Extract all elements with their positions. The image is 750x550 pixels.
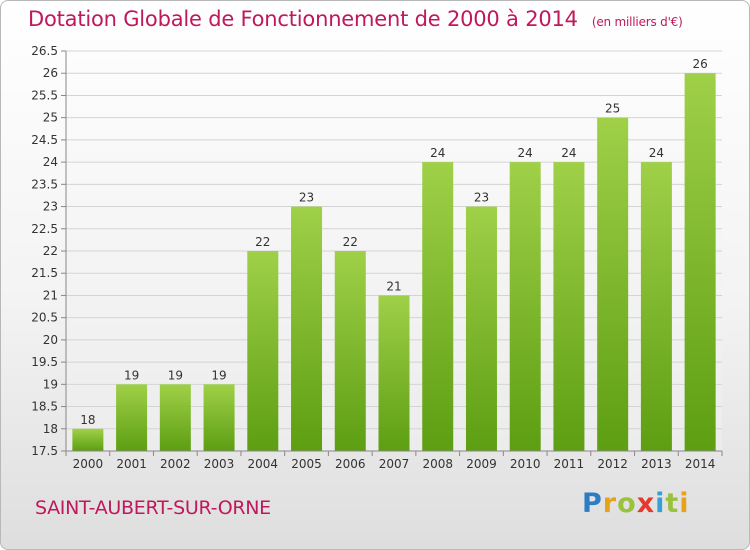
bar [291, 206, 323, 451]
proxiti-logo[interactable]: Proxiti [582, 488, 690, 519]
x-tick-label: 2008 [422, 457, 453, 471]
town-name: SAINT-AUBERT-SUR-ORNE [35, 497, 271, 519]
bar [159, 384, 191, 451]
x-tick-label: 2005 [291, 457, 322, 471]
y-tick-label: 24 [43, 155, 58, 169]
y-tick-label: 25 [43, 111, 58, 125]
data-label: 19 [211, 368, 226, 382]
bar [203, 384, 235, 451]
bar [116, 384, 148, 451]
y-tick-label: 26 [43, 66, 58, 80]
data-label: 19 [124, 368, 139, 382]
bar [553, 162, 585, 451]
bar [334, 251, 366, 451]
data-label: 21 [386, 279, 401, 293]
y-tick-label: 18 [43, 422, 58, 436]
y-tick-label: 25.5 [31, 88, 58, 102]
x-tick-label: 2000 [73, 457, 104, 471]
bar [465, 206, 497, 451]
x-tick-label: 2001 [116, 457, 147, 471]
x-tick-label: 2006 [335, 457, 366, 471]
data-label: 24 [518, 146, 533, 160]
y-tick-label: 20.5 [31, 311, 58, 325]
y-tick-label: 21 [43, 288, 58, 302]
y-tick-label: 21.5 [31, 266, 58, 280]
bar [422, 162, 454, 451]
y-tick-label: 19 [43, 377, 58, 391]
y-tick-label: 24.5 [31, 133, 58, 147]
data-label: 26 [692, 57, 707, 71]
chart-subtitle: (en milliers d'€) [591, 15, 683, 29]
data-label: 23 [299, 191, 314, 205]
y-tick-label: 23.5 [31, 177, 58, 191]
x-tick-label: 2014 [685, 457, 716, 471]
bar [509, 162, 541, 451]
data-label: 22 [343, 235, 358, 249]
y-tick-label: 17.5 [31, 444, 58, 458]
data-label: 22 [255, 235, 270, 249]
x-tick-label: 2003 [204, 457, 235, 471]
y-tick-label: 26.5 [31, 44, 58, 58]
bar [378, 295, 410, 451]
data-label: 24 [561, 146, 576, 160]
x-tick-label: 2002 [160, 457, 191, 471]
data-label: 19 [168, 368, 183, 382]
bar [640, 162, 672, 451]
y-tick-label: 18.5 [31, 400, 58, 414]
bar [597, 117, 629, 452]
data-label: 25 [605, 102, 620, 116]
data-label: 23 [474, 191, 489, 205]
x-tick-label: 2007 [379, 457, 410, 471]
x-tick-label: 2010 [510, 457, 541, 471]
x-tick-label: 2004 [248, 457, 279, 471]
x-tick-label: 2011 [554, 457, 585, 471]
y-tick-label: 20 [43, 333, 58, 347]
data-label: 24 [430, 146, 445, 160]
chart-title: Dotation Globale de Fonctionnement de 20… [28, 7, 683, 31]
bar [72, 428, 104, 451]
bar [247, 251, 279, 451]
x-tick-label: 2012 [597, 457, 628, 471]
x-tick-label: 2009 [466, 457, 497, 471]
y-tick-label: 23 [43, 200, 58, 214]
y-tick-label: 19.5 [31, 355, 58, 369]
bar [684, 73, 716, 451]
x-tick-label: 2013 [641, 457, 672, 471]
data-label: 18 [80, 413, 95, 427]
y-tick-label: 22 [43, 244, 58, 258]
y-tick-label: 22.5 [31, 222, 58, 236]
chart-title-text: Dotation Globale de Fonctionnement de 20… [28, 7, 578, 31]
data-label: 24 [649, 146, 664, 160]
